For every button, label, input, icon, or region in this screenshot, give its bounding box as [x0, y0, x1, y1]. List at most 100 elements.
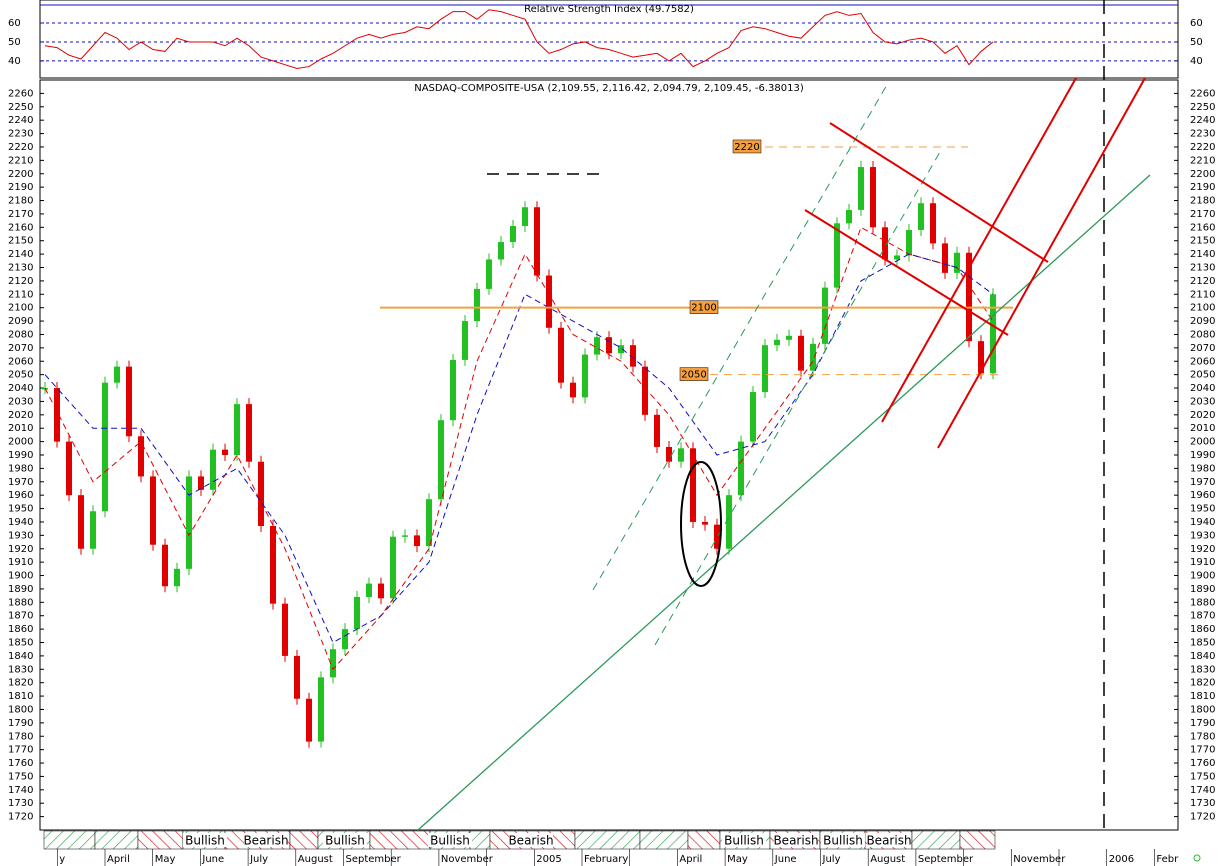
- y-tick-label: 1960: [8, 490, 33, 501]
- signal-label-box: [509, 833, 553, 847]
- x-tick-label: 2005: [536, 854, 561, 865]
- signal-label: Bullish: [185, 834, 225, 848]
- y-tick-label-right: 2110: [1190, 289, 1215, 300]
- y-tick-label: 1780: [8, 731, 33, 742]
- y-tick-label-right: 1820: [1190, 678, 1215, 689]
- signal-band: [289, 830, 319, 850]
- y-tick-label-right: 2200: [1190, 169, 1215, 180]
- y-tick-label: 2090: [8, 316, 33, 327]
- y-tick-label: 1790: [8, 718, 33, 729]
- signal-band: [911, 830, 961, 850]
- signal-label-box: [183, 833, 227, 847]
- y-tick-label: 1850: [8, 638, 33, 649]
- y-tick-label-right: 2030: [1190, 396, 1215, 407]
- y-tick-label-right: 40: [1190, 56, 1203, 67]
- y-tick-label-right: 2210: [1190, 155, 1215, 166]
- signal-label: Bearish: [773, 834, 818, 848]
- signal-label-box: [774, 833, 818, 847]
- y-tick-label: 1830: [8, 664, 33, 675]
- y-tick-label-right: 1800: [1190, 704, 1215, 715]
- level-label: 2220: [734, 142, 759, 153]
- y-tick-label: 2080: [8, 329, 33, 340]
- level-label-box: [679, 367, 709, 381]
- y-tick-label: 1860: [8, 624, 33, 635]
- y-tick-label: 1720: [8, 812, 33, 823]
- x-tick-label: June: [201, 854, 224, 865]
- y-tick-label: 1980: [8, 463, 33, 474]
- x-tick-label: Febr: [1156, 854, 1179, 865]
- y-tick-label: 2180: [8, 196, 33, 207]
- signal-label: Bullish: [823, 834, 863, 848]
- y-tick-label: 1940: [8, 517, 33, 528]
- y-tick-label-right: 2130: [1190, 263, 1215, 274]
- y-tick-label-right: 1940: [1190, 517, 1215, 528]
- signal-band: [574, 830, 641, 850]
- x-tick-label: November: [1013, 854, 1066, 865]
- y-tick-label: 1930: [8, 530, 33, 541]
- y-tick-label-right: 2230: [1190, 129, 1215, 140]
- y-tick-label: 2120: [8, 276, 33, 287]
- y-tick-label-right: 1860: [1190, 624, 1215, 635]
- annotations: [417, 0, 1201, 862]
- y-tick-label: 2030: [8, 396, 33, 407]
- y-tick-label: 1770: [8, 745, 33, 756]
- y-tick-label-right: 2040: [1190, 383, 1215, 394]
- y-tick-label-right: 1770: [1190, 745, 1215, 756]
- signal-label: Bearish: [243, 834, 288, 848]
- y-tick-label: 2140: [8, 249, 33, 260]
- signal-band: [43, 830, 96, 850]
- y-tick-label-right: 2120: [1190, 276, 1215, 287]
- y-tick-label-right: 1790: [1190, 718, 1215, 729]
- x-tick-label: July: [822, 854, 841, 865]
- highlight-ellipse: [680, 461, 722, 587]
- x-tick-label: September: [918, 854, 974, 865]
- signal-band: [369, 830, 431, 850]
- y-tick-label-right: 2190: [1190, 182, 1215, 193]
- x-tick-label: November: [441, 854, 494, 865]
- y-tick-label: 2150: [8, 236, 33, 247]
- y-tick-label: 2130: [8, 263, 33, 274]
- y-tick-label: 2200: [8, 169, 33, 180]
- y-tick-label-right: 1950: [1190, 504, 1215, 515]
- y-tick-label: 2070: [8, 343, 33, 354]
- rsi-line: [44, 9, 994, 69]
- y-tick-label-right: 2240: [1190, 115, 1215, 126]
- moving-average: [44, 226, 994, 671]
- signal-band: [687, 830, 721, 850]
- y-tick-label-right: 1720: [1190, 812, 1215, 823]
- y-tick-label-right: 2070: [1190, 343, 1215, 354]
- y-tick-label: 2250: [8, 102, 33, 113]
- signal-label: Bullish: [325, 834, 365, 848]
- channel-line: [881, 77, 1077, 423]
- x-tick-label: July: [249, 854, 268, 865]
- y-tick-label-right: 1730: [1190, 798, 1215, 809]
- x-tick-label: y: [59, 854, 65, 865]
- y-tick-label-right: 1970: [1190, 477, 1215, 488]
- x-tick-label: February: [584, 854, 628, 865]
- x-tick-label: April: [679, 854, 702, 865]
- y-tick-label-right: 1740: [1190, 785, 1215, 796]
- y-tick-label: 1880: [8, 597, 33, 608]
- y-tick-label-right: 2050: [1190, 370, 1215, 381]
- channel-line: [804, 209, 1009, 336]
- y-tick-label-right: 2180: [1190, 196, 1215, 207]
- y-tick-label: 1760: [8, 758, 33, 769]
- x-tick-label: August: [870, 854, 905, 865]
- y-tick-label-right: 1990: [1190, 450, 1215, 461]
- y-tick-label: 2010: [8, 423, 33, 434]
- y-tick-label-right: 2100: [1190, 303, 1215, 314]
- y-tick-label: 40: [8, 56, 21, 67]
- y-tick-label-right: 2010: [1190, 423, 1215, 434]
- y-tick-label: 2040: [8, 383, 33, 394]
- x-tick-label: September: [346, 854, 402, 865]
- rsi-title: Relative Strength Index (49.7582): [524, 4, 694, 15]
- y-tick-label: 1750: [8, 771, 33, 782]
- signal-band: [639, 830, 689, 850]
- y-tick-label: 2170: [8, 209, 33, 220]
- y-tick-label: 2000: [8, 437, 33, 448]
- y-tick-label-right: 1960: [1190, 490, 1215, 501]
- y-tick-label-right: 1830: [1190, 664, 1215, 675]
- y-tick-label: 1910: [8, 557, 33, 568]
- y-tick-label: 2220: [8, 142, 33, 153]
- level-label-box: [732, 139, 762, 154]
